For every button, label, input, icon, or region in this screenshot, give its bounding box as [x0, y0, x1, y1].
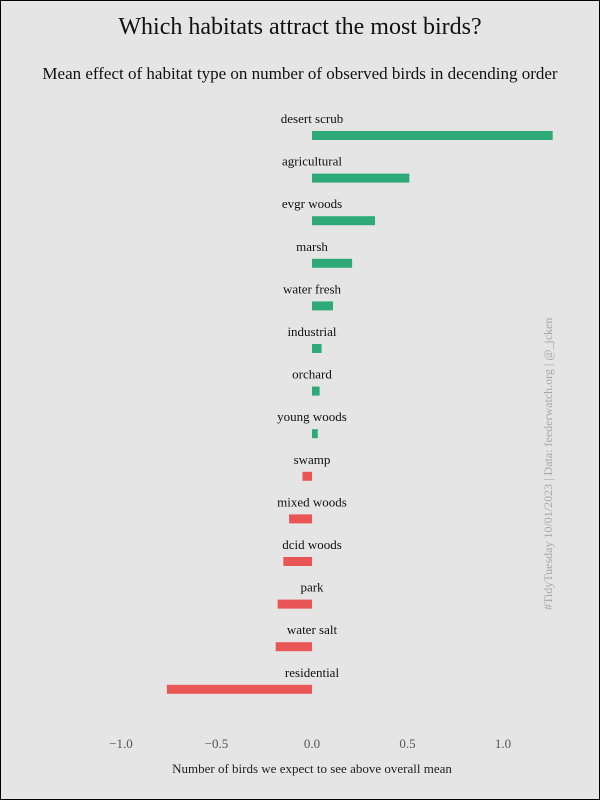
bar [283, 557, 312, 566]
x-tick-label: 0.5 [399, 736, 415, 751]
bar [166, 684, 312, 694]
bar-label: evgr woods [282, 196, 342, 211]
bar-label: water salt [287, 622, 338, 637]
bar [312, 386, 320, 396]
bar [312, 429, 318, 439]
bar-label: agricultural [282, 154, 342, 169]
bar-label: industrial [287, 324, 336, 339]
bar-label: water fresh [283, 281, 342, 296]
bar [302, 471, 312, 481]
x-tick-label: 0.0 [304, 736, 320, 751]
bar [312, 131, 553, 140]
x-axis-label: Number of birds we expect to see above o… [172, 761, 452, 776]
x-tick-label: 1.0 [495, 736, 511, 751]
bar [312, 344, 322, 353]
bar-label: desert scrub [281, 111, 343, 126]
chart-subtitle: Mean effect of habitat type on number of… [42, 64, 558, 83]
bar [275, 642, 312, 652]
bar-label: dcid woods [282, 537, 342, 552]
bar [312, 216, 376, 226]
bar-label: swamp [294, 452, 331, 467]
bar-label: residential [285, 665, 340, 680]
bar-label: mixed woods [277, 494, 347, 509]
x-tick-label: −1.0 [109, 736, 133, 751]
bar [312, 258, 353, 268]
x-tick-label: −0.5 [205, 736, 229, 751]
bar [312, 173, 410, 183]
bar-label: orchard [292, 367, 332, 382]
chart-title: Which habitats attract the most birds? [118, 14, 482, 40]
bar-label: marsh [296, 239, 328, 254]
bar-label: park [300, 580, 324, 595]
bar [312, 301, 334, 311]
bar [289, 514, 312, 524]
bar [277, 599, 312, 609]
bar-label: young woods [277, 409, 347, 424]
